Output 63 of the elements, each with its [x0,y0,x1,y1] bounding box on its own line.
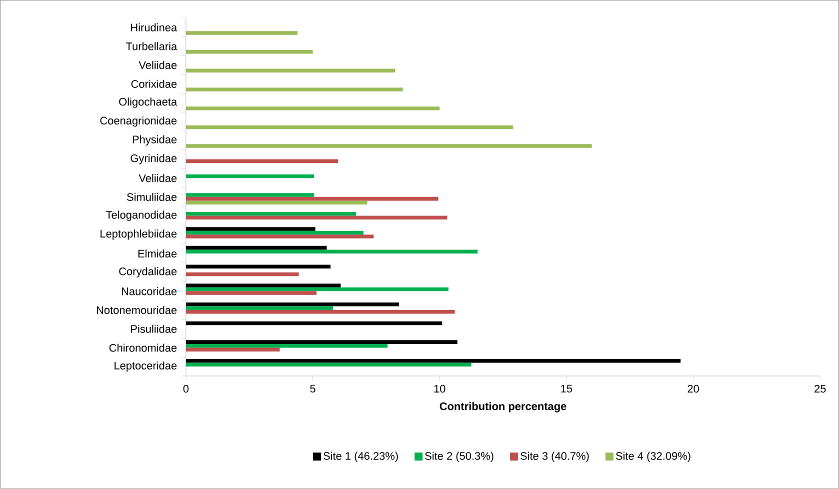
bar [186,302,400,306]
y-tick-label: Corydalidae [119,267,177,278]
bar [186,144,592,148]
bar [186,310,455,314]
bar [186,196,438,201]
bar [186,230,364,235]
x-tick-label: 0 [183,384,189,393]
y-tick-label: Naucoridae [122,287,177,296]
bar [186,321,442,326]
y-tick-label: Coenagrionidae [100,116,177,127]
legend-label: Site 4 (32.09%) [616,452,690,462]
y-tick-label: Teloganodidae [106,210,177,221]
bar [186,212,356,216]
y-tick-label: Notonemouridae [96,306,177,314]
bar [186,200,368,205]
bar [186,106,440,110]
legend-label: Site 1 (46.23%) [324,452,398,462]
y-tick-label: Corixidae [131,80,177,88]
bar [186,193,314,197]
y-tick-label: Chironomidae [109,344,177,352]
x-tick-label: 5 [310,384,316,393]
y-tick-label: Elmidae [138,250,177,258]
y-tick-label: Veliidae [138,174,177,182]
y-tick-label: Leptoceridae [114,361,177,372]
legend-label: Site 3 (40.7%) [520,452,589,462]
bar [186,174,314,178]
bar [186,234,374,238]
bar [186,340,458,344]
bar [186,88,403,92]
bar [186,272,299,276]
bar [186,284,341,288]
bar [186,287,448,292]
bar [186,125,514,130]
bar [186,306,334,310]
bar [186,159,338,164]
bar [186,291,317,295]
x-tick-label: 10 [434,384,446,393]
y-tick-label: Turbellaria [126,42,178,50]
bar [186,227,316,231]
y-tick-label: Gyrinidae [130,154,177,164]
bar [186,31,298,35]
x-axis-title: Contribution percentage [440,402,566,412]
bar [186,50,313,54]
y-tick-label: Oligochaeta [119,98,178,108]
y-tick-label: Veliidae [138,61,177,70]
bar [186,246,327,250]
y-tick-label: Leptophlebiidae [100,230,177,240]
bar [186,250,478,254]
x-tick-label: 15 [561,384,572,393]
legend-label: Site 2 (50.3%) [425,452,494,462]
bar [186,68,396,73]
bar [186,362,472,367]
y-tick-label: Pisuliidae [131,324,177,333]
bar [186,264,331,269]
bar [186,344,388,348]
bar [186,216,448,220]
bar [186,348,280,352]
bar [186,359,681,363]
y-tick-label: Hirudinea [131,23,178,32]
y-tick-label: Physidae [132,135,177,146]
x-tick-label: 25 [814,384,826,393]
y-tick-label: Simuliidae [127,192,177,202]
x-tick-label: 20 [688,384,699,393]
